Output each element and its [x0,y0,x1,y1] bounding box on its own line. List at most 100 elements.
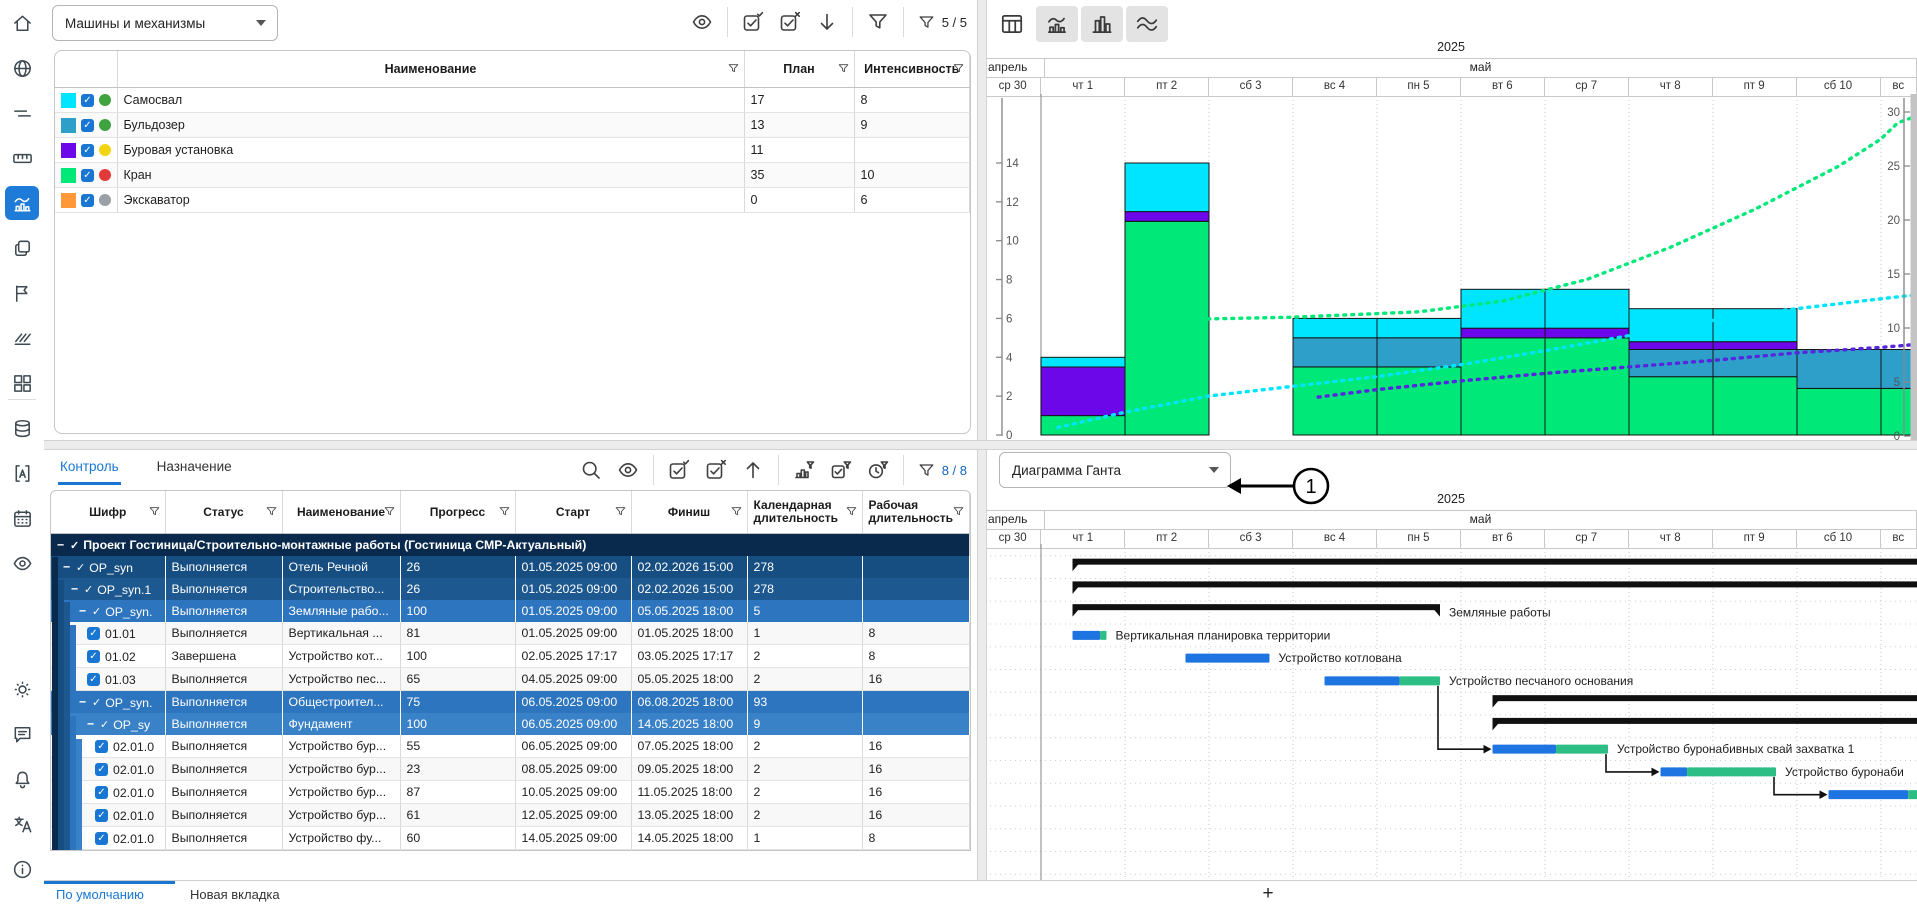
sidebar-item-levels[interactable] [5,96,39,130]
sidebar-item-flag[interactable] [5,276,39,310]
column-filter-icon[interactable] [498,505,511,518]
column-filter-icon[interactable] [614,505,627,518]
resource-checkbox[interactable]: ✓ [81,93,94,107]
histogram-view-button[interactable] [1036,6,1078,42]
column-header[interactable]: Календарная длительность [747,491,863,534]
arrow-down-icon[interactable] [815,10,839,34]
column-header[interactable]: Старт [515,491,632,534]
resource-checkbox[interactable]: ✓ [81,143,94,157]
task-checkbox[interactable]: ✓ [87,649,100,663]
task-checkbox[interactable]: ✓ [87,672,100,686]
column-header[interactable]: Шифр [51,491,166,534]
resource-histogram-chart[interactable]: 0 2 4 6 8 10 12 14 0 5 10 15 20 25 30 [985,94,1917,440]
task-row[interactable]: ✓ 02.01.0 Выполняется Устройство бур... 5… [51,735,970,758]
checkbox-filter-icon[interactable] [829,458,853,482]
task-row[interactable]: ✓ 02.01.0 Выполняется Устройство фу... 60… [51,826,970,850]
project-checkbox[interactable]: ✓ [70,540,80,552]
column-filter-icon[interactable] [265,505,278,518]
task-checkbox[interactable]: ✓ [76,561,86,574]
column-filter-icon[interactable] [952,505,965,518]
sidebar-item-database[interactable] [5,411,39,445]
resource-checkbox[interactable]: ✓ [81,118,94,132]
column-header[interactable]: Рабочая длительность [862,491,970,534]
collapse-icon[interactable]: − [79,694,87,709]
chart-filter-icon[interactable] [792,458,816,482]
eye-icon[interactable] [690,10,714,34]
column-filter-icon[interactable] [952,62,965,75]
task-checkbox[interactable]: ✓ [92,605,102,618]
collapse-icon[interactable]: − [63,559,71,574]
column-filter-icon[interactable] [148,505,161,518]
column-header[interactable]: План [744,51,855,88]
tab-control[interactable]: Контроль [58,448,121,485]
resource-row[interactable]: ✓ Экскаватор 0 6 [55,187,970,213]
task-row[interactable]: ✓ 02.01.0 Выполняется Устройство бур... 6… [51,803,970,827]
sidebar-item-calendar[interactable] [5,501,39,535]
sidebar-item-notifications[interactable] [5,762,39,796]
task-checkbox[interactable]: ✓ [84,583,94,596]
sidebar-item-text-style[interactable] [5,456,39,490]
column-header[interactable]: Наименование [117,51,745,88]
filter-count[interactable]: 5 / 5 [917,13,967,32]
checkbox-apply-icon[interactable] [741,10,765,34]
resource-row[interactable]: ✓ Бульдозер 13 9 [55,112,970,138]
arrow-up-icon[interactable] [741,458,765,482]
collapse-icon[interactable]: − [71,581,79,596]
collapse-icon[interactable]: − [79,603,87,618]
task-row[interactable]: ✓ 02.01.0 Выполняется Устройство бур... 8… [51,780,970,804]
task-checkbox[interactable]: ✓ [92,696,102,709]
lines-view-button[interactable] [1126,6,1168,42]
task-checkbox[interactable]: ✓ [95,785,108,799]
gantt-chart[interactable]: Земляные работы Вертикальная планировка т… [985,544,1917,880]
task-row[interactable]: − ✓ OP_syn. Выполняется Общестроител... 75… [51,690,970,713]
task-checkbox[interactable]: ✓ [95,808,108,822]
sidebar-item-eye[interactable] [5,546,39,580]
sidebar-item-info[interactable] [5,852,39,886]
tab-assignment[interactable]: Назначение [156,459,232,474]
column-header[interactable]: Наименование [282,491,401,534]
task-checkbox[interactable]: ✓ [95,739,108,753]
filter-icon[interactable] [866,10,890,34]
sidebar-item-hatch[interactable] [5,321,39,355]
column-header[interactable]: Прогресс [400,491,516,534]
task-row[interactable]: ✓ 01.02 Завершена Устройство кот... 100 0… [51,644,970,668]
resource-row[interactable]: ✓ Кран 35 10 [55,162,970,188]
sidebar-item-globe[interactable] [5,51,39,85]
column-filter-icon[interactable] [845,505,858,518]
task-row[interactable]: − ✓ OP_sy Выполняется Фундамент 100 06.05.… [51,713,970,735]
sidebar-item-histogram[interactable] [5,186,39,220]
eye-icon[interactable] [616,458,640,482]
column-filter-icon[interactable] [383,505,396,518]
panel-splitter-horizontal[interactable] [44,440,1917,450]
task-checkbox[interactable]: ✓ [87,626,100,640]
collapse-icon[interactable]: − [57,538,65,552]
collapse-icon[interactable]: − [87,716,95,731]
sidebar-item-grid[interactable] [5,366,39,400]
sidebar-item-home[interactable] [5,6,39,40]
resource-view-dropdown[interactable]: Машины и механизмы [52,5,278,41]
checkbox-clear-icon[interactable] [778,10,802,34]
task-row[interactable]: − ✓ OP_syn Выполняется Отель Речной 26 01.… [51,556,970,578]
resource-checkbox[interactable]: ✓ [81,193,94,207]
column-filter-icon[interactable] [837,62,850,75]
task-row[interactable]: − ✓ OP_syn. Выполняется Земляные рабо... 1… [51,600,970,622]
checkbox-apply-icon[interactable] [667,458,691,482]
resource-checkbox[interactable]: ✓ [81,168,94,182]
filter-count[interactable]: 8 / 8 [917,461,967,480]
task-checkbox[interactable]: ✓ [95,831,108,845]
task-row[interactable]: ✓ 01.03 Выполняется Устройство пес... 65 … [51,667,970,691]
layout-tab-default[interactable]: По умолчанию [56,887,144,902]
columns-view-button[interactable] [1081,6,1123,42]
column-filter-icon[interactable] [727,62,740,75]
column-header[interactable]: Интенсивность [854,51,970,88]
add-tab-button[interactable]: + [1262,883,1274,904]
checkbox-clear-icon[interactable] [704,458,728,482]
task-checkbox[interactable]: ✓ [100,718,110,731]
task-row[interactable]: ✓ 02.01.0 Выполняется Устройство бур... 2… [51,757,970,781]
table-view-button[interactable] [991,6,1033,42]
layout-tab-new[interactable]: Новая вкладка [190,887,280,902]
task-row[interactable]: − ✓ OP_syn.1 Выполняется Строительство... … [51,578,970,600]
time-filter-icon[interactable] [866,458,890,482]
column-header[interactable]: Статус [165,491,283,534]
task-checkbox[interactable]: ✓ [95,762,108,776]
